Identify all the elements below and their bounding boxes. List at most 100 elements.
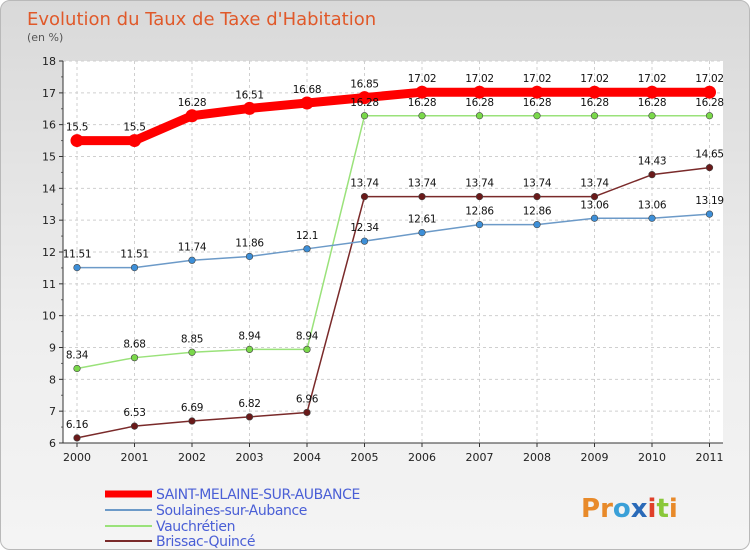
data-label: 16.28 (408, 97, 437, 109)
data-label: 16.28 (638, 97, 667, 109)
data-label: 16.28 (178, 97, 207, 109)
data-point (705, 112, 714, 120)
data-point (360, 112, 369, 120)
data-label: 17.02 (408, 73, 437, 85)
logo-letter: t (656, 494, 668, 524)
data-label: 6.16 (66, 419, 89, 431)
ytick-label: 18 (42, 55, 56, 68)
ytick-label: 7 (49, 405, 56, 418)
logo-letter: i (648, 494, 657, 524)
data-label: 13.74 (580, 178, 609, 190)
data-point (73, 434, 81, 442)
series-line (76, 166, 710, 439)
data-point (648, 171, 656, 179)
logo-letter: i (669, 494, 678, 524)
data-point (475, 112, 484, 120)
data-label: 13.06 (638, 199, 667, 211)
data-label: 13.74 (350, 178, 379, 190)
legend: SAINT-MELAINE-SUR-AUBANCESoulaines-sur-A… (105, 487, 360, 550)
xtick-label: 2011 (696, 451, 724, 464)
data-label: 13.74 (523, 178, 552, 190)
data-point (533, 193, 541, 201)
data-point (418, 228, 426, 237)
data-point (245, 345, 254, 354)
data-label: 8.94 (296, 330, 319, 342)
data-label: 6.82 (238, 398, 260, 410)
legend-label: Brissac-Quincé (156, 534, 255, 550)
data-point (303, 408, 311, 417)
data-label: 12.86 (465, 206, 494, 218)
data-label: 8.68 (123, 339, 145, 351)
xtick-label: 2004 (293, 451, 321, 464)
data-point (243, 101, 256, 115)
series-1 (73, 210, 714, 272)
ytick-label: 6 (49, 437, 56, 450)
data-point (70, 134, 84, 148)
series-line (77, 213, 710, 269)
data-point (703, 85, 716, 99)
data-point (300, 96, 314, 110)
data-label: 16.28 (523, 97, 552, 109)
data-point (645, 85, 659, 99)
data-label: 12.86 (523, 206, 552, 218)
ytick-label: 16 (42, 119, 56, 132)
axes: 6 7 8 9 10 11 12 13 14 15 16 17 18 2000 2001 2002 2003 20… (42, 55, 724, 464)
xtick-label: 2007 (466, 451, 494, 464)
data-point (73, 263, 81, 272)
series-group (70, 85, 716, 442)
data-point (533, 221, 541, 229)
xtick-label: 2001 (121, 451, 149, 464)
data-point (188, 348, 196, 356)
data-point (360, 193, 369, 201)
series-3 (73, 164, 714, 442)
data-point (705, 210, 714, 218)
data-point (415, 85, 429, 99)
data-point (705, 164, 714, 172)
data-point (590, 193, 599, 201)
logo-letter: o (613, 494, 631, 524)
data-label: 12.34 (350, 222, 379, 234)
legend-label: SAINT-MELAINE-SUR-AUBANCE (156, 487, 360, 503)
data-point (128, 134, 141, 148)
series-line (76, 115, 710, 370)
data-point (303, 245, 311, 253)
xtick-label: 2003 (236, 451, 264, 464)
data-point (475, 193, 484, 201)
data-label: 11.51 (120, 249, 149, 261)
data-point (648, 214, 656, 222)
xtick-label: 2010 (638, 451, 666, 464)
data-label: 11.86 (235, 237, 264, 249)
data-label: 8.34 (66, 350, 89, 362)
data-point (590, 214, 599, 222)
data-label: 8.85 (181, 333, 203, 345)
data-point (648, 112, 656, 120)
data-label: 17.02 (523, 73, 552, 85)
chart-subtitle: (en %) (27, 31, 63, 44)
data-label: 16.28 (350, 97, 379, 109)
data-label: 13.19 (695, 195, 724, 207)
ytick-label: 14 (42, 182, 56, 195)
data-label: 13.74 (408, 178, 437, 190)
data-label: 16.28 (465, 97, 494, 109)
data-label: 15.5 (66, 122, 88, 134)
ytick-label: 8 (49, 373, 56, 386)
data-point (188, 417, 196, 425)
data-point (533, 112, 541, 120)
data-label: 12.1 (296, 230, 318, 242)
data-label: 11.51 (63, 249, 92, 261)
ytick-label: 11 (42, 278, 56, 291)
ytick-label: 15 (42, 151, 56, 164)
data-label: 13.74 (465, 178, 494, 190)
data-point (588, 85, 601, 99)
proxiti-logo: Proxiti (581, 494, 678, 524)
legend-label: Vauchrétien (156, 519, 235, 535)
logo-letter: P (581, 494, 600, 524)
data-label: 13.06 (580, 199, 609, 211)
data-point (530, 85, 544, 99)
series-line (77, 87, 710, 146)
data-point (245, 413, 254, 421)
data-point (418, 193, 426, 201)
data-label: 16.28 (695, 97, 724, 109)
